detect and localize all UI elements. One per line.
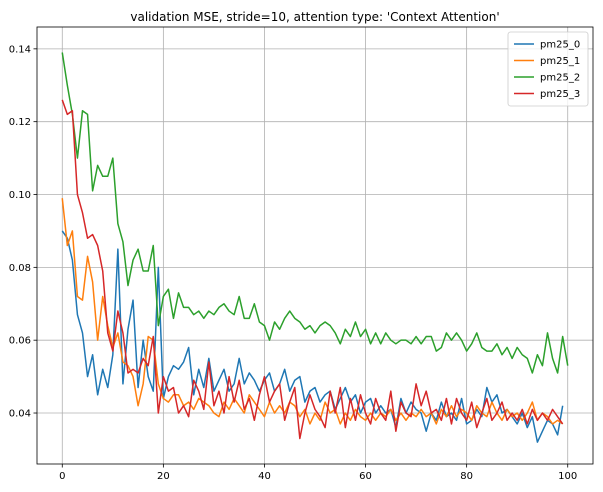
y-tick-label: 0.06: [9, 336, 31, 347]
legend-label: pm25_1: [540, 56, 580, 67]
y-tick-label: 0.04: [9, 409, 31, 420]
series-line-pm25-3: [61, 99, 564, 440]
x-tick-label: 20: [157, 471, 170, 482]
ticks: 0 20 40 60 80 100 0.04 0.06 0.08 0.10 0.12 0.14: [9, 44, 578, 482]
legend-label: pm25_3: [540, 89, 580, 100]
axes-frame: [36, 26, 594, 465]
legend-box: [507, 31, 589, 107]
x-tick-label: 40: [258, 471, 271, 482]
y-tick-label: 0.08: [9, 263, 31, 274]
x-tick-label: 80: [460, 471, 473, 482]
legend: pm25_0 pm25_1 pm25_2 pm25_3: [507, 31, 589, 107]
y-tick-label: 0.12: [9, 117, 31, 128]
legend-label: pm25_2: [540, 73, 580, 84]
chart-title: validation MSE, stride=10, attention typ…: [130, 10, 499, 24]
y-tick-label: 0.10: [9, 190, 31, 201]
x-tick-label: 100: [558, 471, 577, 482]
series-group: [61, 52, 569, 443]
grid: [37, 27, 593, 464]
series-line-pm25-1: [61, 198, 564, 425]
x-tick-label: 60: [359, 471, 372, 482]
legend-label: pm25_0: [540, 40, 580, 51]
y-tick-label: 0.14: [9, 44, 31, 55]
series-line-pm25-2: [61, 52, 569, 374]
x-tick-label: 0: [59, 471, 65, 482]
